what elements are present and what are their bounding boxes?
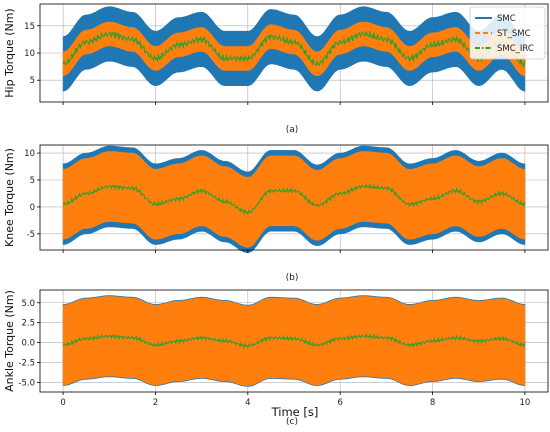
knee-ytick-label: 10 [24,149,35,159]
ankle-xtick-label: 10 [519,398,530,408]
knee-ytick-label: -5 [27,230,35,240]
knee-caption: (b) [286,273,299,283]
hip-series-SMC_IRC [62,30,526,68]
ankle-ytick-label: -2.5 [18,359,35,369]
knee-axes-frame [39,144,549,251]
legend-label-SMC_IRC: SMC_IRC [497,44,534,54]
knee-series-SMC_IRC [62,182,526,216]
hip-ytick-label: 15 [24,22,35,32]
hip-ytick-label: 5 [30,76,35,86]
ankle-xtick-label: 6 [337,398,342,408]
ankle-series-ST_SMC [62,296,526,386]
ankle-ytick-label: 0.0 [21,339,35,349]
ankle-y-axis-label: Ankle Torque (Nm) [3,290,16,392]
hip-series-ST_SMC [62,21,526,77]
knee-ytick-label: 0 [30,203,35,213]
ankle-axes-frame [39,289,549,393]
hip-caption: (a) [286,125,299,135]
knee-ytick-label: 5 [30,176,35,186]
legend-label-SMC: SMC [497,14,516,24]
ankle-series-SMC_IRC [62,332,526,349]
ankle-xtick-label: 8 [430,398,435,408]
ankle-caption: (c) [286,417,298,427]
ankle-ytick-label: -5.0 [18,378,35,388]
knee-series-ST_SMC [62,151,526,248]
legend-box [469,6,546,60]
ankle-xtick-label: 2 [153,398,158,408]
legend-label-ST_SMC: ST_SMC [497,29,531,39]
hip-y-axis-label: Hip Torque (Nm) [3,8,16,97]
knee-y-axis-label: Knee Torque (Nm) [3,148,16,247]
ankle-xtick-label: 0 [60,398,65,408]
ankle-ytick-label: 2.5 [21,319,35,329]
hip-ytick-label: 10 [24,49,35,59]
ankle-xtick-label: 4 [245,398,250,408]
x-axis-label: Time [s] [271,405,319,419]
ankle-ytick-label: 5.0 [21,299,35,309]
